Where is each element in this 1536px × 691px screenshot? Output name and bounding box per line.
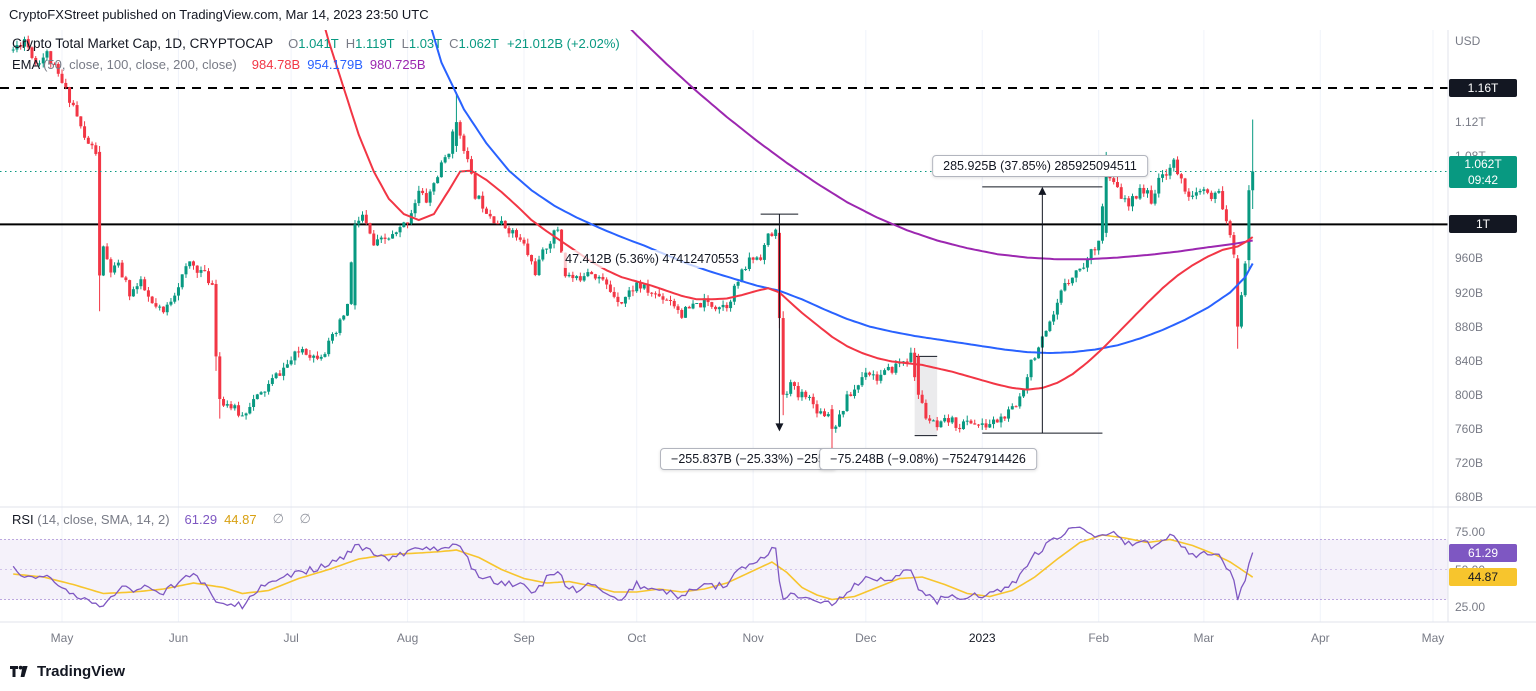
current-price-value: 1.062T [1464,156,1502,171]
ohlc-key: H [345,36,356,51]
tradingview-logo[interactable]: TradingView [10,663,125,680]
ohlc-key: C [449,36,459,51]
tradingview-mark-icon [10,665,28,677]
time-axis-label: Dec [855,631,877,645]
time-axis-label: Nov [742,631,764,645]
ema-value: 984.78B [251,57,301,72]
rsi-values: 61.29 44.87 [178,512,257,527]
rsi-sma-value-badge: 44.87 [1449,568,1517,587]
ftx-drop-measure-label[interactable]: −255.837B (−25.33%) −255 [660,448,836,470]
time-axis-label: May [1421,631,1445,645]
time-axis-label: May [50,631,74,645]
bar-countdown: 09:42 [1467,172,1499,187]
price-axis-label: 960B [1455,251,1484,266]
ema-value: 980.725B [369,57,426,72]
symbol-title: Crypto Total Market Cap, 1D, CRYPTOCAP [12,36,274,51]
dec-drop-measure-label[interactable]: −75.248B (−9.08%) −75247914426 [819,448,1037,470]
price-axis-label: 760B [1455,421,1484,436]
axis-currency-label: USD [1455,34,1481,48]
ema-title: EMA [12,57,40,72]
ema-params: (50, close, 100, close, 200, close) [43,57,237,72]
rsi-empty-values: ∅ ∅ [272,511,317,526]
time-axis-label: Feb [1088,631,1110,645]
price-axis-label: 840B [1455,353,1484,368]
rsi-value: 44.87 [224,511,257,527]
time-axis-label: Mar [1193,631,1215,645]
ema-legend[interactable]: EMA (50, close, 100, close, 200, close) … [12,57,426,72]
price-axis-label: 880B [1455,319,1484,334]
rsi-legend[interactable]: RSI (14, close, SMA, 14, 2) 61.29 44.87 ∅… [12,511,317,527]
ohlc-value: 1.119T [355,36,395,51]
time-axis-label: 2023 [968,631,996,645]
time-axis-label: Jun [168,631,189,645]
rsi-value-badge: 61.29 [1449,543,1517,562]
rsi-axis-label: 25.00 [1455,600,1486,614]
ohlc-key: L [401,36,409,51]
rsi-params: (14, close, SMA, 14, 2) [37,511,170,527]
time-axis-label: Apr [1310,631,1330,645]
current-price-badge: 1.062T 09:42 [1449,155,1517,188]
time-axis-label: Jul [283,631,299,645]
rsi-title: RSI [12,511,34,527]
tradingview-brand-text: TradingView [37,663,126,680]
jan-rally-measure-label[interactable]: 285.925B (37.85%) 285925094511 [932,155,1148,177]
ema-values: 984.78B 954.179B 980.725B [245,57,426,72]
price-level-badge: 1T [1449,215,1517,234]
price-axis-label: 800B [1455,387,1484,402]
rsi-value: 61.29 [184,511,218,527]
attribution-header: CryptoFXStreet published on TradingView.… [0,0,1536,30]
ohlc-value: 1.03T [408,36,443,51]
price-axis-label: 720B [1455,455,1484,470]
price-level-badge: 1.16T [1449,79,1517,97]
time-axis-label: Oct [627,631,647,645]
oct-gain-note-label[interactable]: 47.412B (5.36%) 47412470553 [561,250,743,268]
price-axis-label: 920B [1455,285,1484,300]
change-value: +21.012B (+2.02%) [506,36,620,51]
symbol-legend[interactable]: Crypto Total Market Cap, 1D, CRYPTOCAP O… [12,36,620,51]
rsi-axis-label: 75.00 [1455,525,1486,539]
price-axis-label: 1.12T [1455,115,1486,130]
time-axis-label: Sep [513,631,535,645]
price-axis-label: 680B [1455,490,1484,504]
ohlc-value: 1.041T [298,36,339,51]
ohlc-key: O [288,36,299,51]
ohlc-values: O1.041T H1.119T L1.03T C1.062T [281,36,499,51]
ema-value: 954.179B [307,57,363,72]
time-axis-label: Aug [396,631,419,645]
time-axis[interactable]: May Jun Jul Aug Sep Oct Nov Dec 2023 Feb Mar Apr May [0,622,1536,655]
ohlc-value: 1.062T [458,36,499,51]
